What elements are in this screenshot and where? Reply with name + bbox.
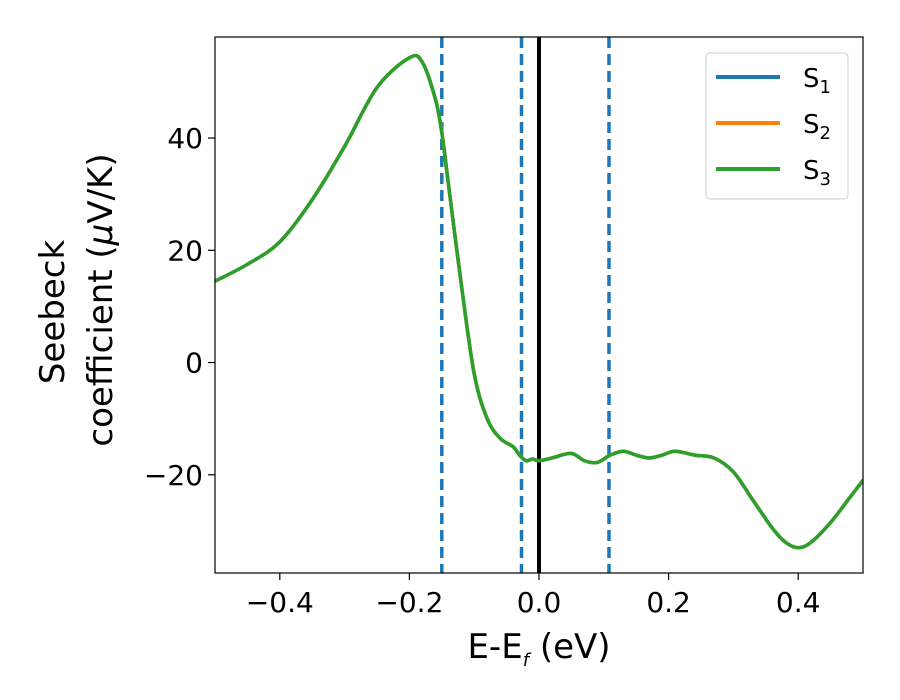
y-axis-label-line1: Seebeck [33, 240, 73, 385]
legend-label-2: S2 [803, 110, 831, 144]
y-tick-label: 0 [185, 347, 203, 380]
legend-label-1: S1 [803, 64, 831, 98]
x-tick-label: 0.0 [517, 586, 562, 619]
x-tick-label: 0.2 [646, 586, 691, 619]
x-axis-label: E-Ef (eV) [467, 627, 610, 671]
legend-box [705, 52, 849, 200]
y-axis-label-line2: coefficient (μV/K) [81, 153, 121, 446]
x-tick-label: −0.4 [246, 586, 314, 619]
x-axis-label-main: E-E [467, 627, 522, 667]
series-group [215, 53, 863, 550]
x-axis-label-tail: (eV) [529, 627, 611, 667]
y-tick-label: −20 [144, 459, 203, 492]
y-tick-label: 20 [167, 234, 203, 267]
y-axis-label-mu: μ [81, 224, 121, 247]
y-axis-label-line2-main: coefficient ( [81, 245, 121, 446]
reference-lines [440, 37, 611, 573]
x-tick-label: −0.2 [375, 586, 443, 619]
x-axis-label-sub: f [523, 650, 532, 671]
x-axis-ticks: −0.4 −0.2 0.0 0.2 0.4 [246, 573, 821, 619]
legend-label-3: S3 [803, 156, 831, 190]
series-line-3 [215, 53, 863, 550]
y-axis-ticks: −20 0 20 40 [144, 122, 215, 492]
x-tick-label: 0.4 [776, 586, 821, 619]
legend: S1 S2 S3 [705, 52, 849, 200]
y-axis-label-line2-tail: V/K) [81, 153, 121, 223]
y-tick-label: 40 [167, 122, 203, 155]
